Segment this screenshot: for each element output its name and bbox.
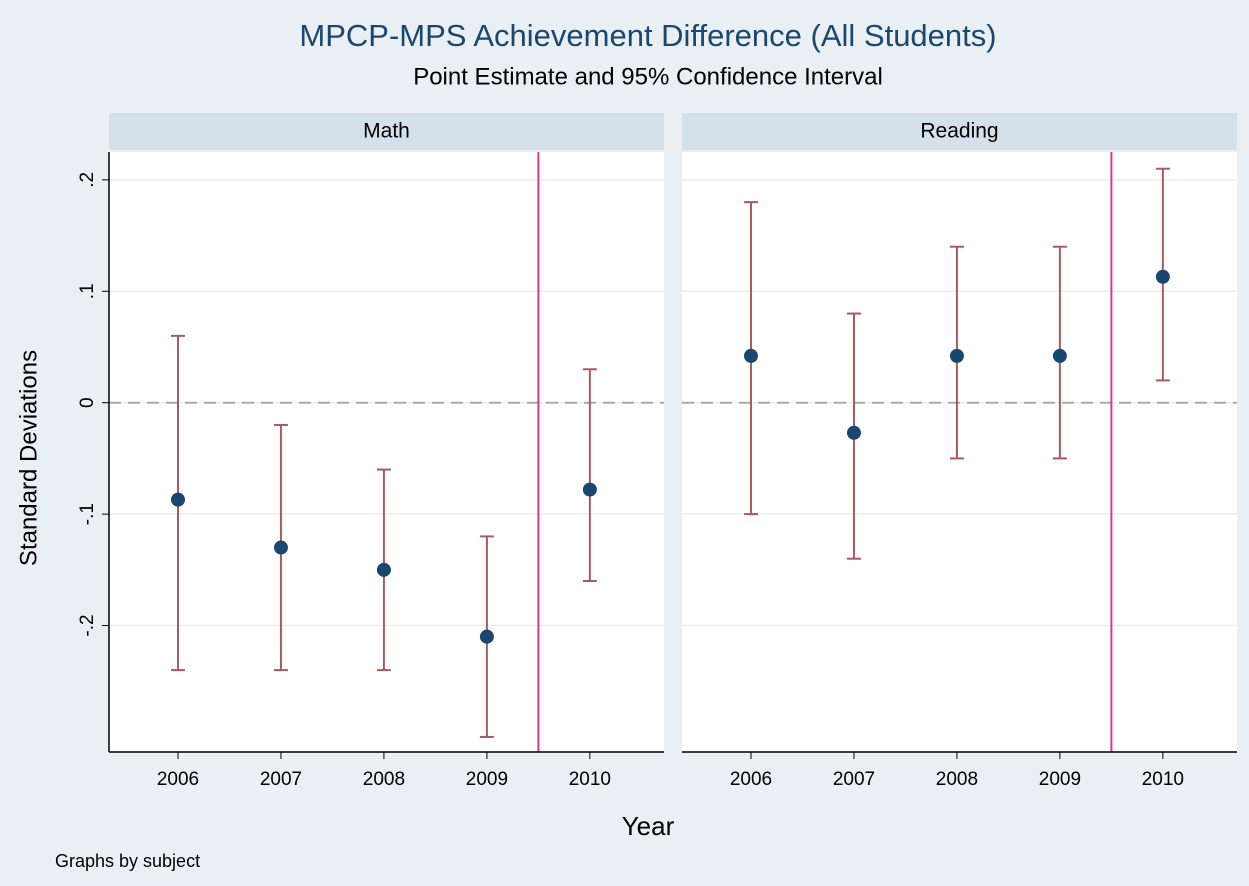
x-tick-label: 2007: [833, 769, 875, 790]
point: [949, 348, 964, 363]
y-axis-label: Standard Deviations: [15, 350, 42, 566]
point: [479, 629, 494, 644]
panel-title: Math: [363, 120, 410, 143]
x-tick-label: 2010: [569, 769, 611, 790]
x-tick-label: 2008: [936, 769, 978, 790]
y-tick-label: -.1: [77, 503, 98, 525]
x-tick-label: 2006: [157, 769, 199, 790]
chart-title: MPCP-MPS Achievement Difference (All Stu…: [299, 18, 996, 53]
panel-title: Reading: [920, 120, 998, 143]
chart-subtitle: Point Estimate and 95% Confidence Interv…: [413, 63, 883, 90]
y-tick-label: -.2: [77, 614, 98, 636]
point: [273, 540, 288, 555]
note: Graphs by subject: [55, 851, 200, 871]
x-axis-label: Year: [622, 811, 675, 841]
y-tick-label: .2: [77, 172, 98, 188]
x-tick-label: 2006: [730, 769, 772, 790]
point: [170, 492, 185, 507]
x-tick-label: 2008: [363, 769, 405, 790]
point: [376, 562, 391, 577]
y-tick-label: 0: [77, 397, 98, 408]
point: [846, 425, 861, 440]
panel-header: [109, 113, 664, 150]
panel-header: [682, 113, 1237, 150]
plot-area: [109, 152, 664, 752]
x-tick-label: 2009: [466, 769, 508, 790]
x-tick-label: 2009: [1039, 769, 1081, 790]
x-tick-label: 2007: [260, 769, 302, 790]
plot-area: [682, 152, 1237, 752]
point: [1155, 269, 1170, 284]
point: [743, 348, 758, 363]
x-tick-label: 2010: [1142, 769, 1184, 790]
point: [1052, 348, 1067, 363]
y-tick-label: .1: [77, 283, 98, 299]
point: [582, 482, 597, 497]
